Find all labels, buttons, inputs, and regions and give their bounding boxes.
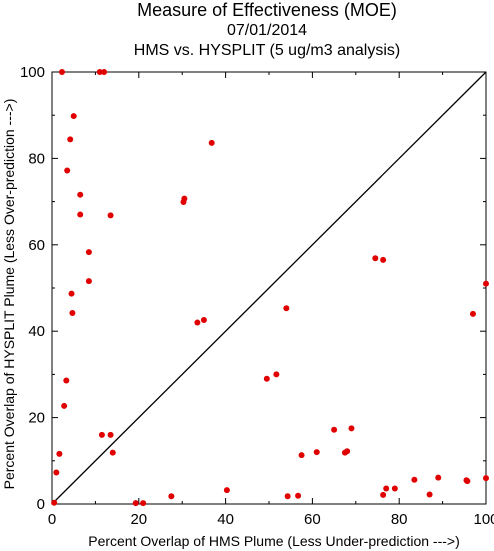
chart-title: Measure of Effectiveness (MOE) xyxy=(137,0,397,20)
y-tick-label: 80 xyxy=(28,150,45,167)
data-point xyxy=(295,492,302,499)
y-tick-label: 60 xyxy=(28,237,45,254)
data-point xyxy=(284,493,291,500)
data-point xyxy=(380,491,387,498)
data-point xyxy=(70,113,77,120)
data-point xyxy=(273,371,280,378)
data-point xyxy=(53,469,60,476)
data-point xyxy=(96,69,103,75)
diagonal-reference-line xyxy=(51,71,487,505)
y-axis-ticks: 0 20 40 60 80 100 xyxy=(20,64,486,513)
x-tick-label: 60 xyxy=(304,511,321,528)
data-point xyxy=(61,402,68,409)
data-point xyxy=(68,290,75,297)
data-point xyxy=(194,319,201,326)
data-point xyxy=(107,431,114,438)
data-point xyxy=(109,449,116,456)
data-point xyxy=(56,450,63,457)
data-point xyxy=(223,487,230,494)
data-points xyxy=(51,69,489,507)
data-point xyxy=(63,377,70,384)
x-tick-label: 0 xyxy=(48,511,56,528)
data-point xyxy=(469,310,476,317)
chart-date: 07/01/2014 xyxy=(226,22,308,39)
data-point xyxy=(200,316,207,323)
data-point xyxy=(263,375,270,382)
data-point xyxy=(77,191,84,198)
x-axis-ticks: 0 20 40 60 80 100 xyxy=(48,72,494,528)
data-point xyxy=(344,448,351,455)
data-point xyxy=(298,452,305,459)
y-tick-label: 20 xyxy=(28,410,45,427)
x-axis-label: Percent Overlap of HMS Plume (Less Under… xyxy=(88,533,460,549)
data-point xyxy=(348,425,355,432)
data-point xyxy=(380,256,387,263)
data-point xyxy=(483,475,489,482)
data-point xyxy=(391,485,398,492)
y-tick-label: 100 xyxy=(20,64,45,81)
data-point xyxy=(107,212,114,219)
data-point xyxy=(464,478,471,485)
chart-subtitle: HMS vs. HYSPLIT (5 ug/m3 analysis) xyxy=(133,42,401,59)
data-point xyxy=(64,167,71,174)
data-point xyxy=(58,69,65,75)
data-point xyxy=(426,491,433,498)
data-point xyxy=(483,280,489,287)
data-point xyxy=(132,500,139,507)
data-point xyxy=(331,426,338,433)
data-point xyxy=(208,139,215,146)
data-point xyxy=(180,199,187,206)
data-point xyxy=(313,449,320,456)
data-point xyxy=(69,310,76,317)
y-tick-label: 40 xyxy=(28,323,45,340)
x-tick-label: 40 xyxy=(217,511,234,528)
data-point xyxy=(283,305,290,312)
data-point xyxy=(140,500,147,507)
y-axis-label: Percent Overlap of HYSPLIT Plume (Less O… xyxy=(1,99,17,490)
data-point xyxy=(435,474,442,481)
x-tick-label: 100 xyxy=(473,511,494,528)
data-point xyxy=(67,136,74,143)
y-tick-label: 0 xyxy=(37,496,45,513)
data-point xyxy=(168,493,175,500)
data-point xyxy=(372,255,379,262)
data-point xyxy=(85,249,92,256)
data-point xyxy=(98,431,105,438)
x-tick-label: 20 xyxy=(130,511,147,528)
data-point xyxy=(101,69,108,75)
data-point xyxy=(383,485,390,492)
data-point xyxy=(411,476,418,483)
data-point xyxy=(85,278,92,285)
data-point xyxy=(51,499,58,506)
data-point xyxy=(77,211,84,218)
x-tick-label: 80 xyxy=(391,511,408,528)
